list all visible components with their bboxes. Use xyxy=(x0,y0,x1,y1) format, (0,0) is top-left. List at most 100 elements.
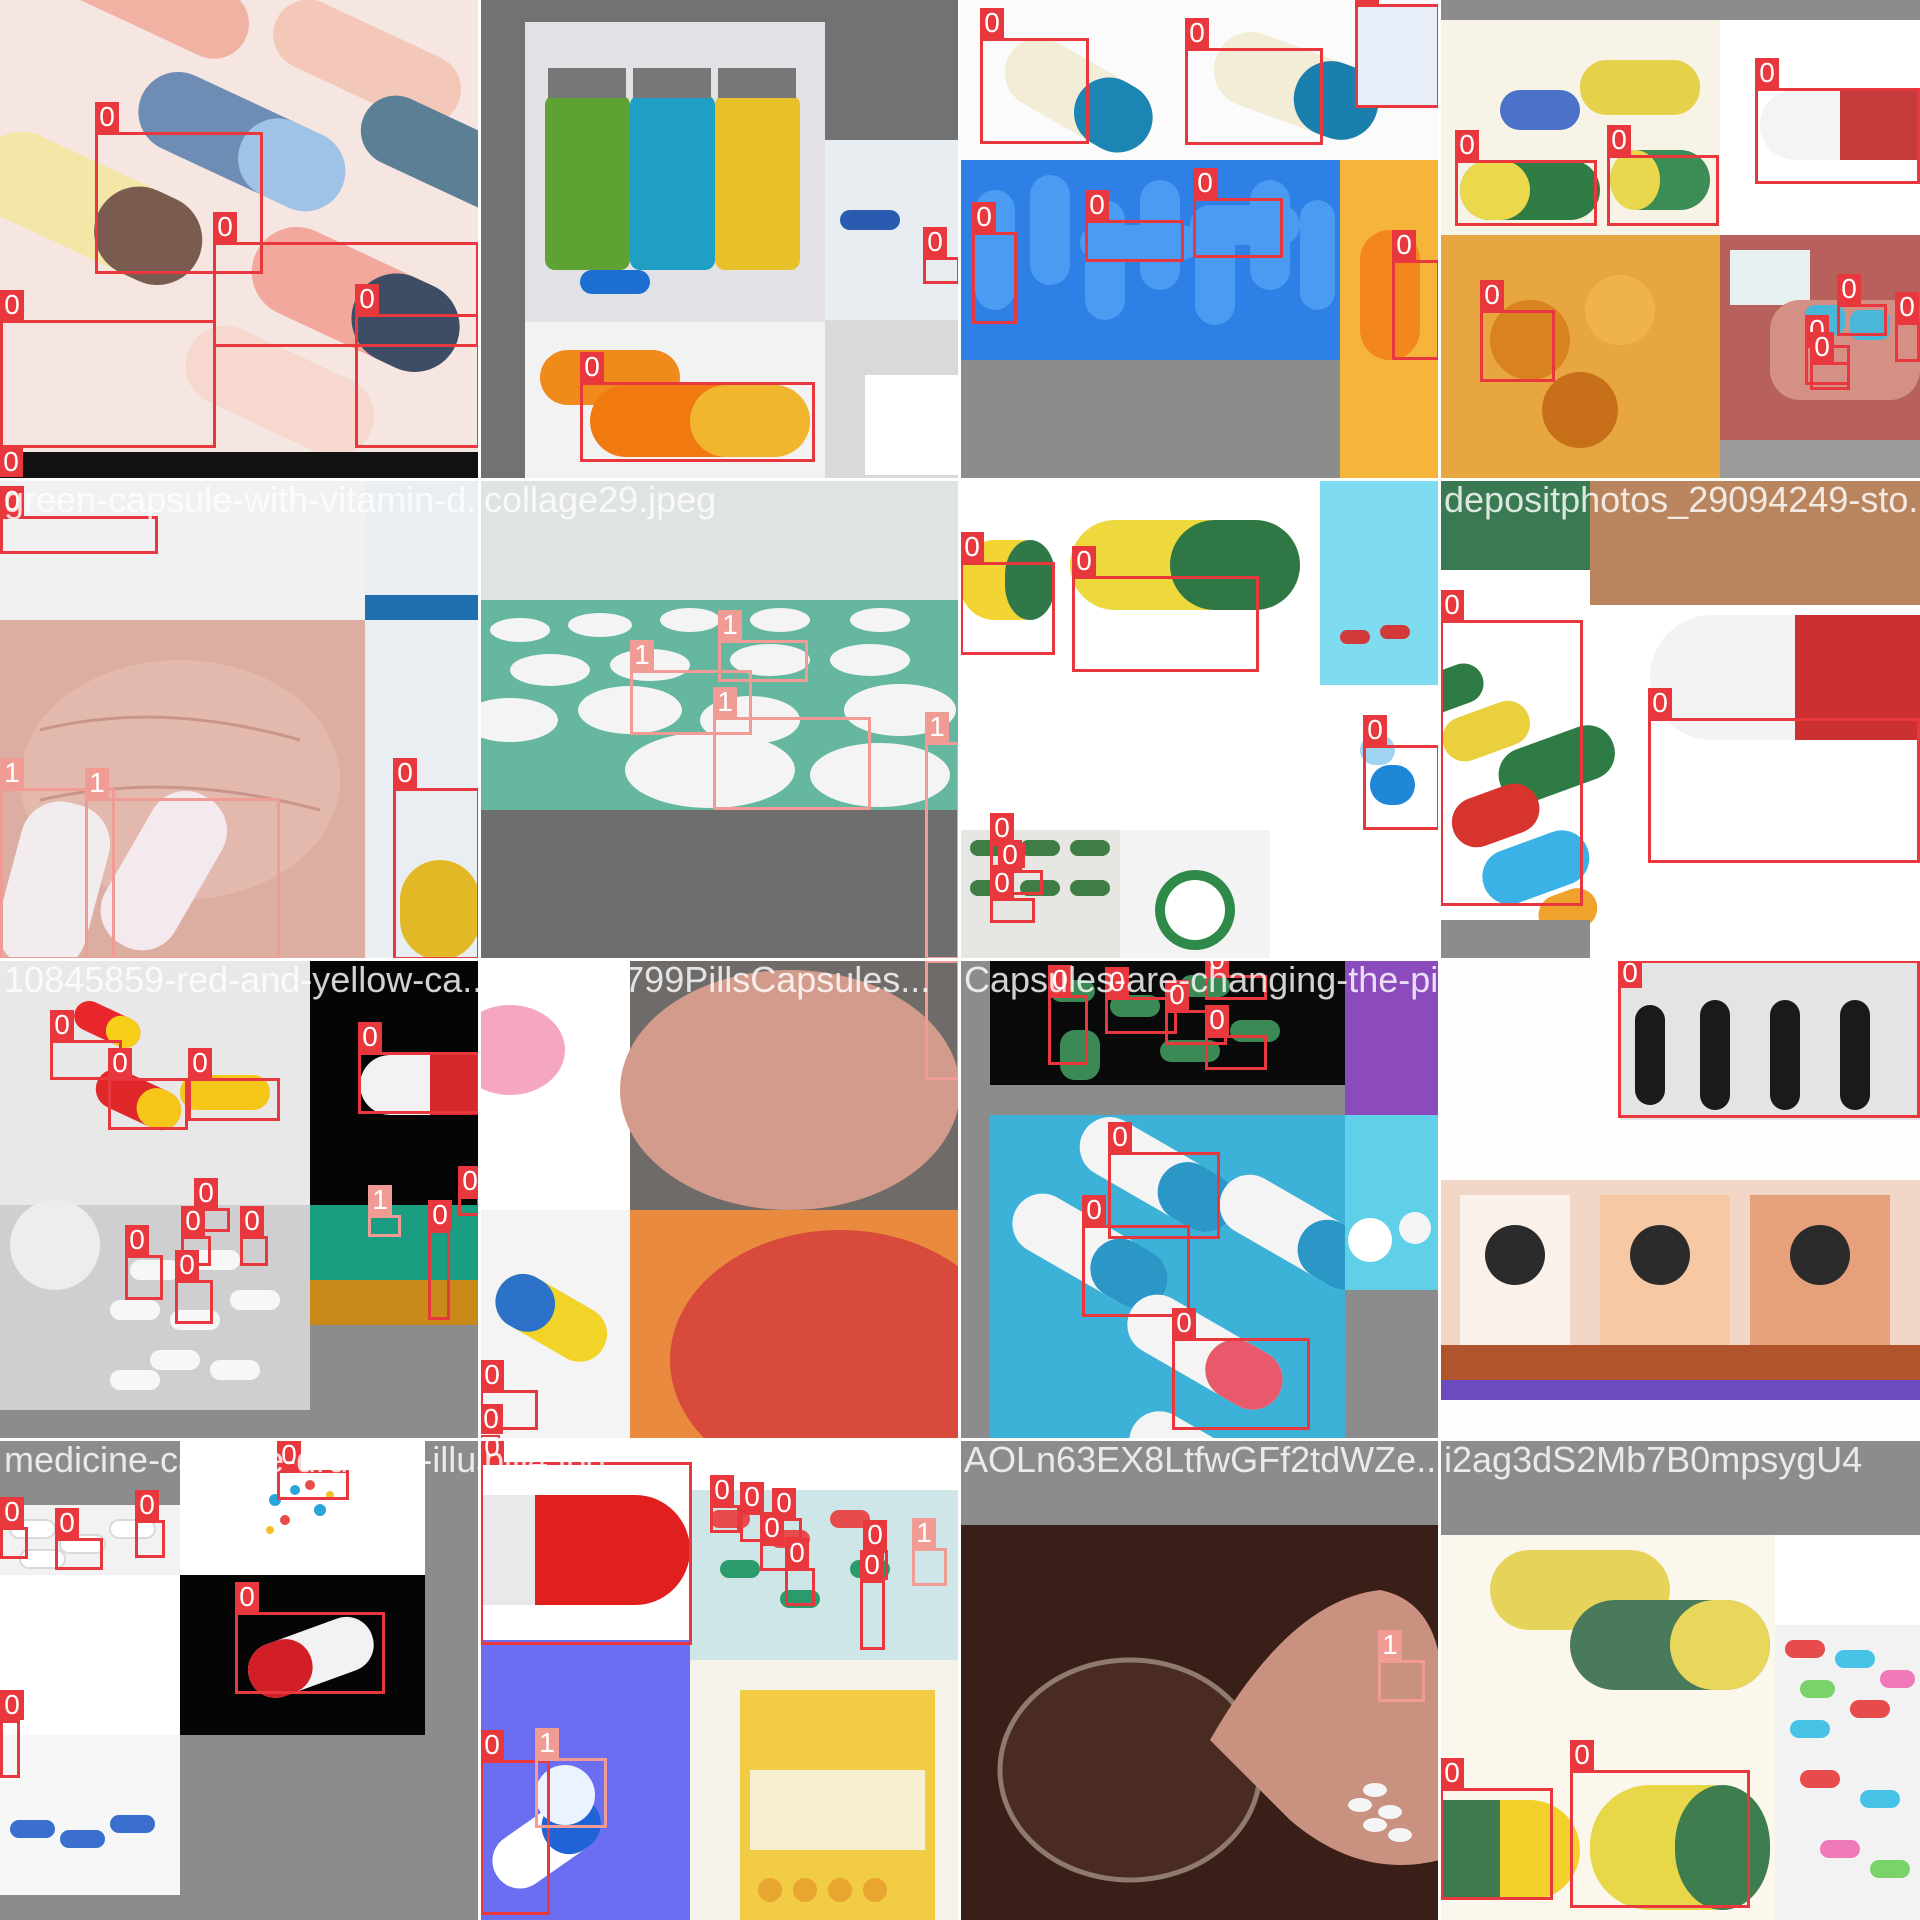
detection-box: 0 xyxy=(480,1730,550,1915)
detection-box: 0 xyxy=(235,1582,385,1694)
class-label: 0 xyxy=(1755,58,1779,88)
detection-box: 0 xyxy=(0,447,23,480)
detection-box: 0 xyxy=(125,1225,163,1300)
class-label: 0 xyxy=(1607,125,1631,155)
class-label: 0 xyxy=(1648,688,1672,718)
detection-box: 0 xyxy=(1618,960,1920,1118)
class-label: 0 xyxy=(772,1488,796,1518)
class-label: 0 xyxy=(980,8,1004,38)
detection-box: 0 xyxy=(0,1497,28,1559)
detection-box: 0 xyxy=(1072,546,1259,672)
detection-box: 0 xyxy=(428,1200,452,1320)
detection-box: 0 xyxy=(1205,960,1267,1000)
class-label: 0 xyxy=(194,1178,218,1208)
detection-box: 1 xyxy=(535,1728,607,1828)
class-label: 0 xyxy=(480,1404,503,1434)
detection-box: 0 xyxy=(1480,280,1555,382)
detection-box: 0 xyxy=(1205,1005,1267,1070)
tile-image xyxy=(960,480,1440,960)
class-label: 0 xyxy=(923,227,947,257)
mosaic-tile: 0 pill8.jpg xyxy=(1440,960,1920,1440)
class-label: 1 xyxy=(1378,1630,1402,1660)
class-label: 0 xyxy=(860,1550,884,1580)
detection-box: 0 xyxy=(240,1206,268,1266)
mosaic-tile: 0 0 0 0 0 0 LEETOM-5.jpg xyxy=(960,480,1440,960)
class-label: 0 xyxy=(1363,715,1387,745)
class-label: 0 xyxy=(0,447,23,477)
mosaic-tile: 0 0 0 0 0 0 0 0 0 1 0 0 10845859-red-and… xyxy=(0,960,480,1440)
class-label: 0 xyxy=(1480,280,1504,310)
class-label: 0 xyxy=(458,1166,480,1196)
detection-box: 0 xyxy=(1440,590,1583,906)
class-label: 0 xyxy=(1082,1195,1106,1225)
class-label: 0 xyxy=(428,1200,452,1230)
class-label: 0 xyxy=(990,813,1014,843)
class-label: 0 xyxy=(480,1730,504,1760)
class-label: 0 xyxy=(740,1482,764,1512)
class-label: 0 xyxy=(235,1582,259,1612)
mosaic-tile: 0 0 depositphotos_29094249-sto... xyxy=(1440,480,1920,960)
tile-image xyxy=(0,1440,480,1920)
class-label: 0 xyxy=(181,1206,205,1236)
mosaic-tile: 1 AOLn63EX8LtfwGFf2tdWZe... xyxy=(960,1440,1440,1920)
detection-box: 0 xyxy=(1048,965,1088,1065)
detection-box: 0 xyxy=(760,1513,788,1571)
class-label: 0 xyxy=(1440,1758,1464,1788)
detection-box: 0 xyxy=(580,352,815,462)
class-label: 0 xyxy=(1392,230,1416,260)
detection-box: 0 xyxy=(393,758,480,960)
detection-box: 0 xyxy=(998,840,1043,895)
detection-box: 0 xyxy=(960,532,1055,655)
detection-box: 0 xyxy=(1108,1122,1220,1239)
class-label: 0 xyxy=(580,352,604,382)
detection-box: 1 xyxy=(925,960,960,1080)
class-label: 0 xyxy=(0,1690,24,1720)
detection-box: 0 xyxy=(0,486,158,554)
detection-box: 0 xyxy=(135,1490,165,1558)
detection-box: 0 xyxy=(1105,967,1177,1034)
detection-box: 0 xyxy=(188,1048,280,1121)
tile-image xyxy=(480,1440,960,1920)
class-label: 0 xyxy=(998,840,1022,870)
detection-box: 1 xyxy=(925,712,960,960)
detection-box: 0 xyxy=(358,1022,480,1114)
class-label: 0 xyxy=(55,1508,79,1538)
detection-box: 0 xyxy=(772,1488,802,1540)
detection-box: 1 xyxy=(1378,1630,1425,1702)
grid-divider xyxy=(0,1438,1920,1441)
class-label: 0 xyxy=(1205,1005,1229,1035)
detection-box: 0 xyxy=(860,1550,885,1650)
mosaic-tile: 0 1 1 0 green-capsule-with-vitamin-d... xyxy=(0,480,480,960)
class-label: 0 xyxy=(108,1048,132,1078)
detection-box: 0 xyxy=(0,290,216,448)
detection-box: 0 xyxy=(355,284,480,448)
class-label: 0 xyxy=(1837,274,1861,304)
class-label: 0 xyxy=(355,284,379,314)
detection-box: 1 xyxy=(912,1518,947,1586)
class-label: 0 xyxy=(785,1538,809,1568)
detection-box: 0 xyxy=(1810,332,1850,390)
class-label: 0 xyxy=(1072,546,1096,576)
tile-image xyxy=(1440,1440,1920,1920)
class-label: 0 xyxy=(0,1497,24,1527)
detection-box: 0 xyxy=(95,102,263,274)
mosaic-tile: 0 0 0 0 0 0 0 0 1 0 1 pill4.jpg xyxy=(480,1440,960,1920)
class-label: 0 xyxy=(240,1206,264,1236)
class-label: 0 xyxy=(188,1048,212,1078)
detection-box: 0 xyxy=(972,202,1017,324)
class-label: 0 xyxy=(175,1250,199,1280)
mosaic-tile: 0 0 0 0 0 0 0 xyxy=(960,0,1440,480)
detection-box: 0 xyxy=(1185,18,1323,145)
detection-box: 1 xyxy=(713,687,871,810)
class-label: 0 xyxy=(960,532,984,562)
class-label: 1 xyxy=(713,687,737,717)
detection-box: 0 xyxy=(1455,130,1597,226)
detection-box: 0 xyxy=(1172,1308,1310,1430)
tile-image xyxy=(960,960,1440,1440)
class-label: 0 xyxy=(277,1440,301,1470)
detection-box: 0 xyxy=(108,1048,188,1130)
tile-image xyxy=(960,1440,1440,1920)
mosaic-tile: 1 1 1 1 collage29.jpeg xyxy=(480,480,960,960)
grid-divider xyxy=(0,958,1920,961)
detection-box: 0 xyxy=(1193,168,1283,258)
